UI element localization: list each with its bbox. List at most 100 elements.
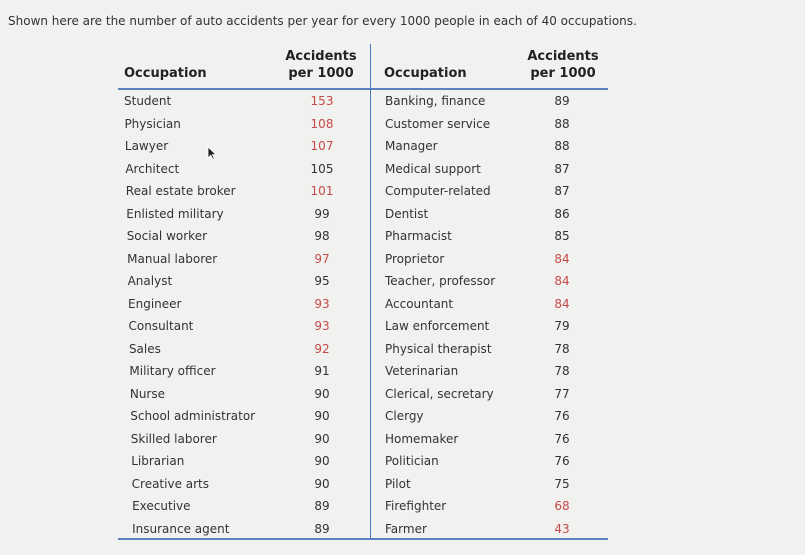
table-row: Librarian 90 (118, 450, 614, 473)
occupation-cell: Military officer (129, 364, 216, 378)
table-row: Teacher, professor 84 (118, 270, 614, 293)
occupation-cell: Veterinarian (385, 364, 459, 378)
table-row: Firefighter 68 (118, 495, 614, 518)
accidents-cell: 88 (554, 116, 570, 131)
table-row: Pharmacist 85 (118, 225, 614, 248)
table-row: Dentist 86 (118, 203, 614, 226)
occupation-cell: Consultant (128, 319, 194, 333)
table-row: Manager 88 (118, 135, 614, 158)
column-divider (370, 44, 371, 540)
header-rule-right (371, 88, 608, 90)
occupation-cell: Analyst (127, 274, 173, 288)
accidents-cell: 90 (314, 476, 330, 491)
table-row: Accountant 84 (118, 293, 614, 316)
occupation-cell: Physical therapist (385, 341, 492, 356)
accidents-cell: 87 (554, 184, 570, 198)
occupation-cell: Creative arts (131, 476, 210, 491)
table-row: Real estate broker 101 (118, 180, 614, 203)
occupation-cell: Skilled laborer (130, 431, 217, 446)
accidents-cell: 93 (314, 319, 330, 333)
header-accidents-right: Accidents per 1000 (523, 48, 603, 82)
table-row: Homemaker 76 (118, 428, 614, 451)
occupation-cell: Executive (132, 499, 191, 513)
table-row: Proprietor 84 (118, 248, 614, 271)
table-row: Medical support 87 (118, 158, 614, 181)
table-row: Computer-related 87 (118, 180, 614, 203)
header-accidents-left: Accidents per 1000 (281, 48, 361, 82)
accidents-cell: 84 (554, 274, 570, 288)
table-row: Enlisted military 99 (118, 203, 614, 226)
accidents-cell: 77 (554, 386, 570, 401)
table-row: Physician 108 (118, 113, 614, 136)
accidents-cell: 84 (554, 296, 570, 311)
table-row: Manual laborer 97 (118, 248, 614, 271)
accidents-cell: 84 (554, 251, 570, 266)
occupation-cell: Dentist (385, 206, 429, 221)
table-row: Law enforcement 79 (118, 315, 614, 338)
accidents-cell: 76 (554, 409, 570, 423)
header-accidents-right-line2: per 1000 (530, 66, 596, 81)
accidents-cell: 95 (314, 274, 330, 288)
occupation-cell: Librarian (131, 454, 185, 468)
accidents-cell: 107 (310, 139, 334, 153)
accidents-cell: 98 (314, 229, 330, 243)
table-row: Customer service 88 (118, 113, 614, 136)
accidents-cell: 90 (314, 431, 330, 446)
table-row: Military officer 91 (118, 360, 614, 383)
table-row: Banking, finance 89 (118, 90, 614, 113)
occupation-cell: Law enforcement (385, 319, 490, 333)
occupation-cell: School administrator (130, 409, 256, 423)
accidents-cell: 86 (554, 206, 570, 221)
table-row: Architect 105 (118, 158, 614, 181)
occupation-cell: Farmer (385, 521, 427, 536)
footer-rule-right (371, 538, 608, 540)
table-row: Social worker 98 (118, 225, 614, 248)
table-row: Creative arts 90 (118, 473, 614, 496)
occupation-cell: Banking, finance (385, 94, 486, 108)
accidents-cell: 97 (314, 251, 330, 266)
accidents-cell: 90 (314, 454, 330, 468)
accidents-cell: 153 (310, 94, 334, 108)
occupation-cell: Teacher, professor (385, 274, 496, 288)
accidents-cell: 76 (554, 431, 570, 446)
occupation-cell: Engineer (128, 296, 182, 311)
header-accidents-left-line1: Accidents (285, 49, 357, 64)
occupation-cell: Pilot (385, 476, 411, 491)
accidents-cell: 105 (310, 161, 334, 176)
table-row: Engineer 93 (118, 293, 614, 316)
header-occupation-right: Occupation (384, 66, 467, 81)
accidents-cell: 99 (314, 206, 330, 221)
accidents-cell: 91 (314, 364, 330, 378)
occupation-cell: Physician (124, 116, 181, 131)
accidents-cell: 93 (314, 296, 330, 311)
occupation-cell: Real estate broker (125, 184, 236, 198)
table-row: Insurance agent 89 (118, 518, 614, 541)
occupation-cell: Student (124, 94, 172, 108)
header-occupation-left: Occupation (124, 66, 207, 81)
occupation-cell: Pharmacist (385, 229, 452, 243)
header-accidents-left-line2: per 1000 (288, 66, 354, 81)
footer-rule-left (118, 538, 370, 540)
accidents-cell: 89 (554, 94, 570, 108)
occupation-cell: Computer-related (385, 184, 491, 198)
accidents-cell: 108 (310, 116, 334, 131)
table-row: Politician 76 (118, 450, 614, 473)
occupation-cell: Medical support (385, 161, 481, 176)
occupation-cell: Clerical, secretary (385, 386, 494, 401)
accidents-cell: 89 (314, 521, 330, 536)
occupation-cell: Social worker (126, 229, 208, 243)
accidents-cell: 76 (554, 454, 570, 468)
occupation-cell: Enlisted military (126, 206, 224, 221)
occupation-cell: Homemaker (385, 431, 459, 446)
table-row: Clergy 76 (118, 405, 614, 428)
accidents-cell: 78 (554, 341, 570, 356)
occupation-cell: Customer service (385, 116, 491, 131)
accidents-cell: 75 (554, 476, 570, 491)
accidents-cell: 87 (554, 161, 570, 176)
occupation-cell: Proprietor (385, 251, 445, 266)
header-accidents-right-line1: Accidents (527, 49, 599, 64)
table-row: School administrator 90 (118, 405, 614, 428)
occupation-cell: Accountant (385, 296, 454, 311)
occupation-cell: Architect (125, 161, 180, 176)
occupation-cell: Lawyer (124, 139, 169, 153)
